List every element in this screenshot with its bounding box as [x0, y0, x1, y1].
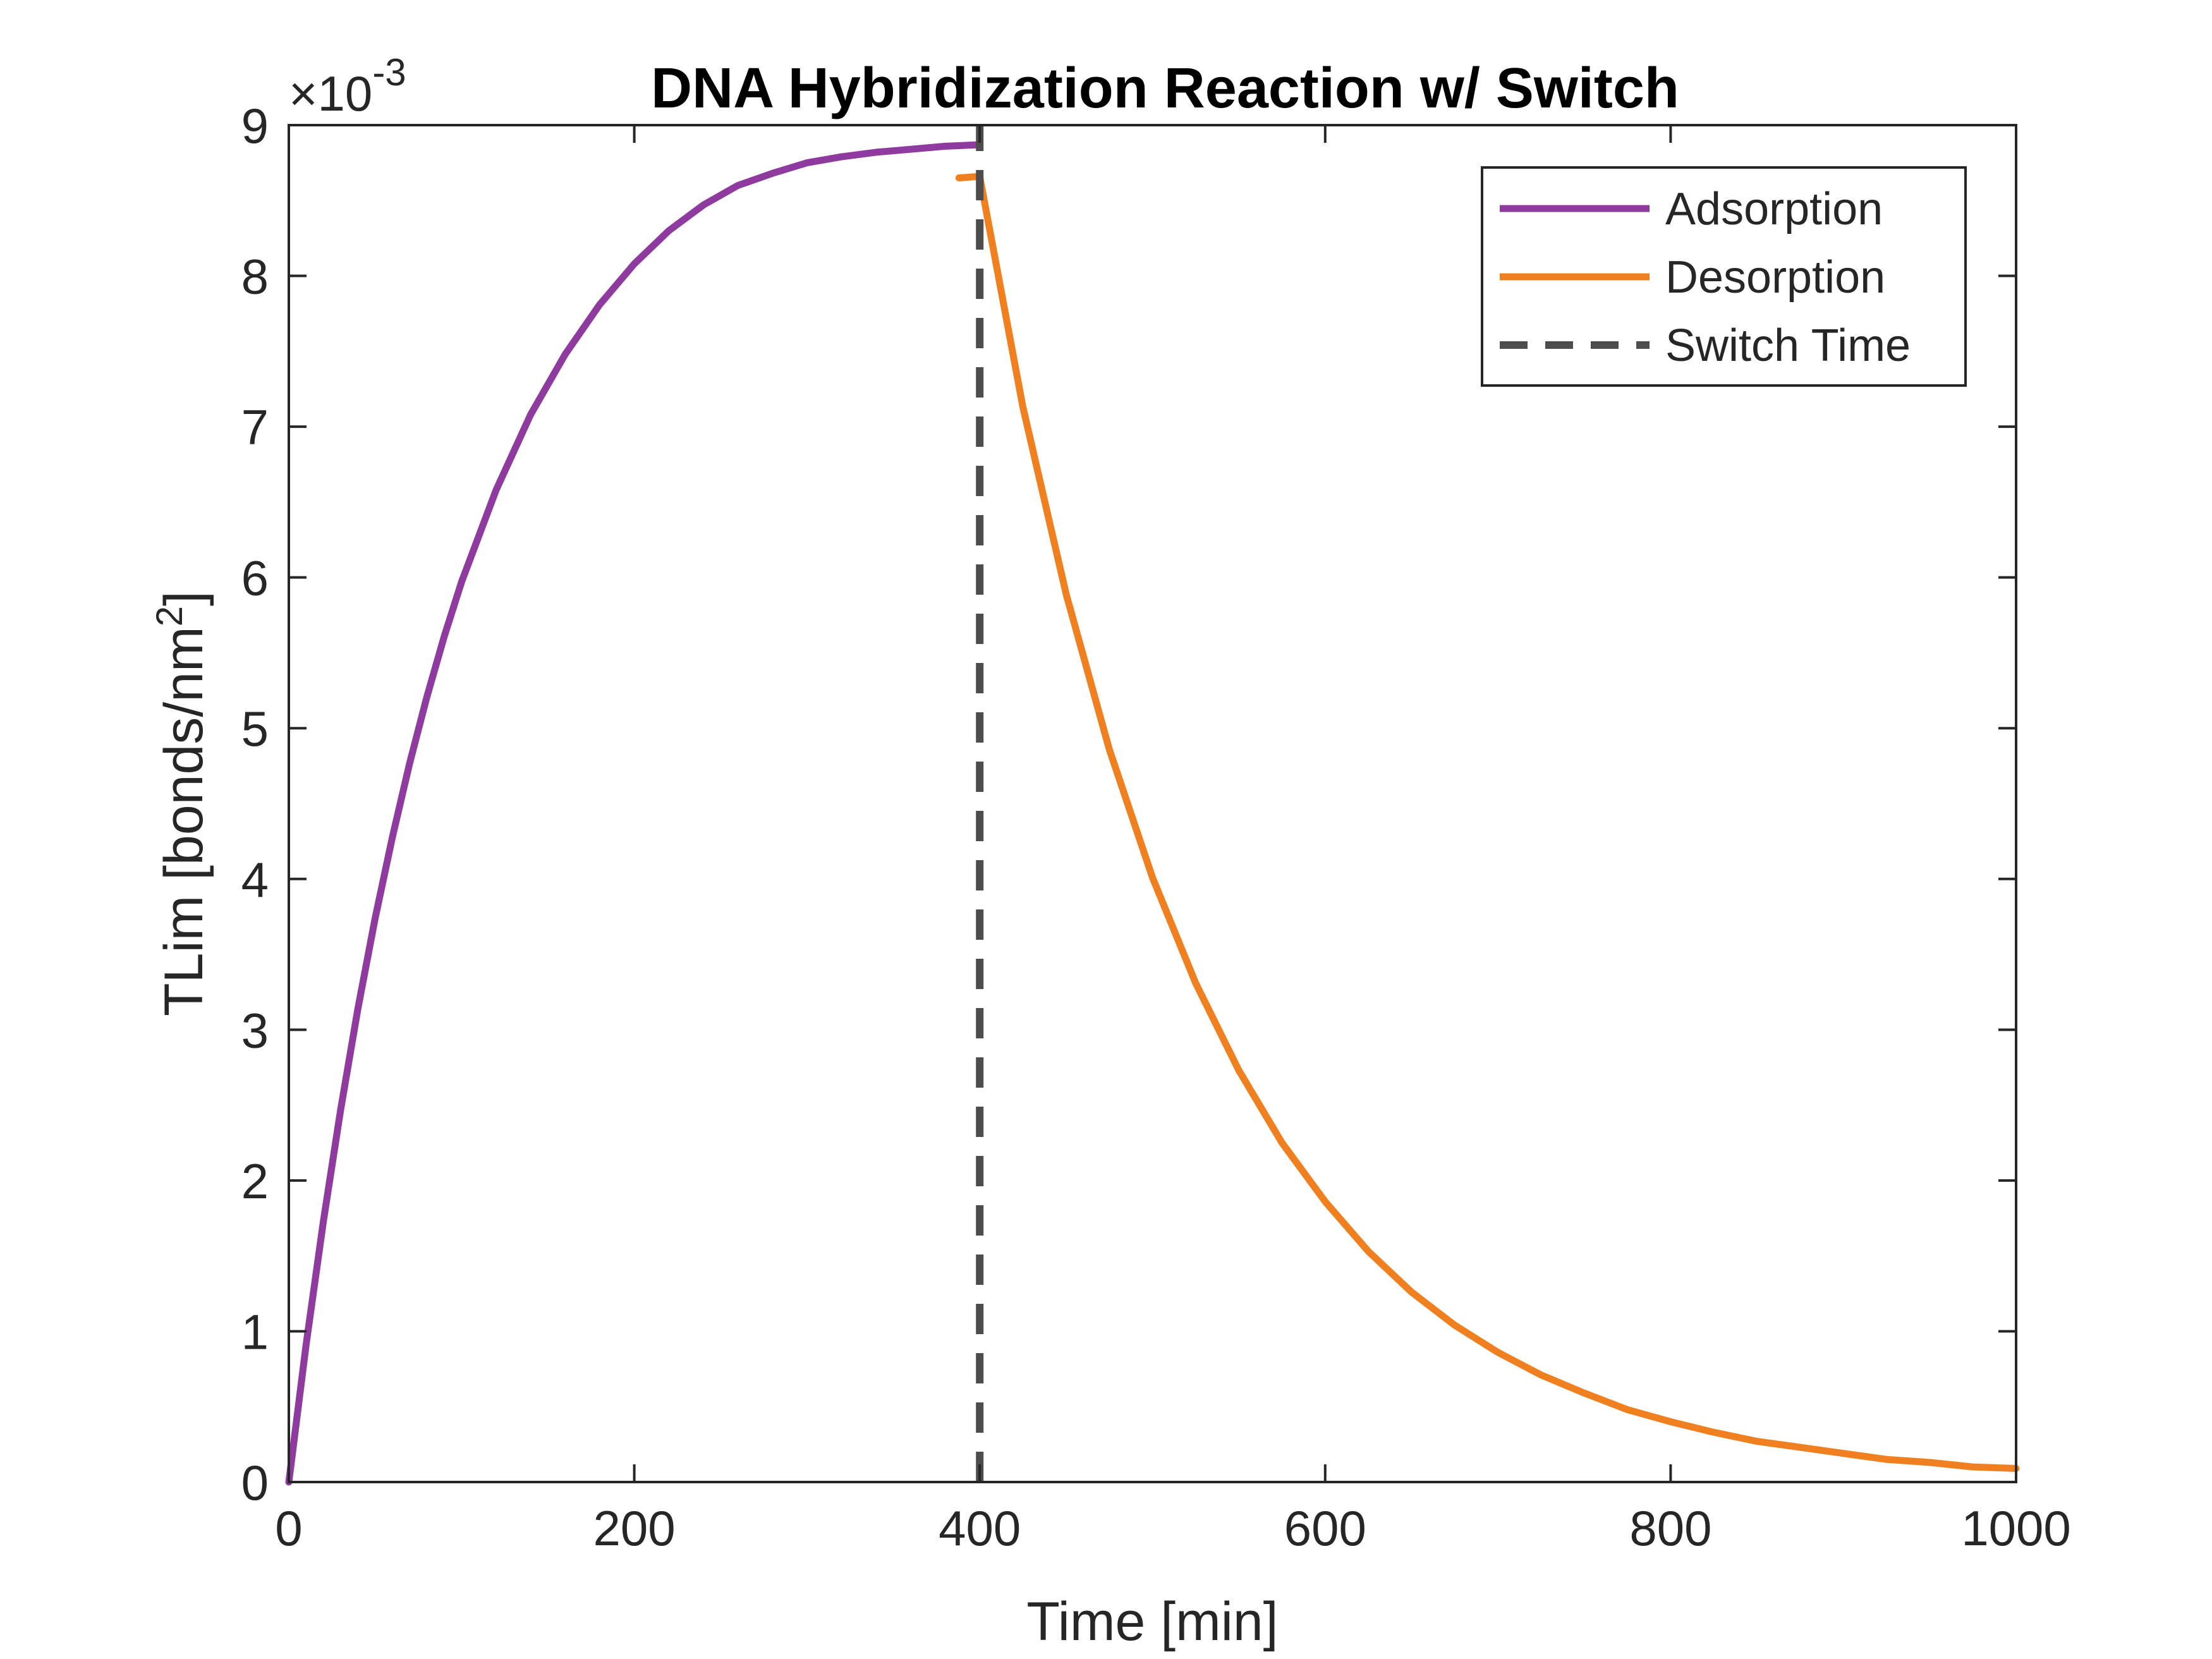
- chart-title: DNA Hybridization Reaction w/ Switch: [651, 57, 1679, 120]
- y-tick-label: 8: [241, 249, 269, 305]
- x-tick-label: 600: [1284, 1500, 1366, 1556]
- y-tick-label: 2: [241, 1153, 269, 1209]
- y-axis-label-superscript: 2: [149, 606, 190, 626]
- y-tick-label: 0: [241, 1455, 269, 1510]
- legend: Adsorption Desorption Switch Time: [1481, 166, 1967, 387]
- series-layer: [285, 125, 2020, 1486]
- y-axis-exponent: ×10-3: [289, 51, 406, 121]
- y-tick-label: 7: [241, 399, 269, 455]
- x-axis-label: Time [min]: [1026, 1591, 1278, 1652]
- x-tick-label: 0: [275, 1500, 302, 1556]
- y-axis-label-main: TLim [bonds/nm: [154, 626, 214, 1016]
- y-tick-label: 9: [241, 98, 269, 154]
- legend-label-switch-time: Switch Time: [1665, 320, 1911, 371]
- y-tick-label: 6: [241, 550, 269, 606]
- series-line-adsorption: [285, 141, 983, 1486]
- y-tick-label: 1: [241, 1304, 269, 1359]
- x-tick-label: 400: [939, 1500, 1021, 1556]
- y-axis-label-close: ]: [154, 591, 214, 606]
- y-exponent-power: -3: [372, 51, 406, 94]
- y-axis-label: TLim [bonds/nm2]: [149, 591, 214, 1016]
- legend-label-desorption: Desorption: [1665, 252, 1885, 303]
- x-tick-label: 200: [593, 1500, 676, 1556]
- y-exponent-prefix: ×10: [289, 66, 372, 121]
- y-tick-label: 3: [241, 1002, 269, 1058]
- x-tick-label: 1000: [1961, 1500, 2071, 1556]
- y-tick-label: 4: [241, 852, 269, 908]
- series-line-desorption: [955, 173, 2020, 1472]
- ticks-layer: 0 200 400 600 800 1000 0 1 2 3 4 5 6 7 8 9: [241, 98, 2071, 1556]
- x-tick-label: 800: [1629, 1500, 1711, 1556]
- y-tick-label: 5: [241, 701, 269, 757]
- axes-frame: [288, 124, 2017, 1483]
- legend-label-adsorption: Adsorption: [1665, 184, 1883, 234]
